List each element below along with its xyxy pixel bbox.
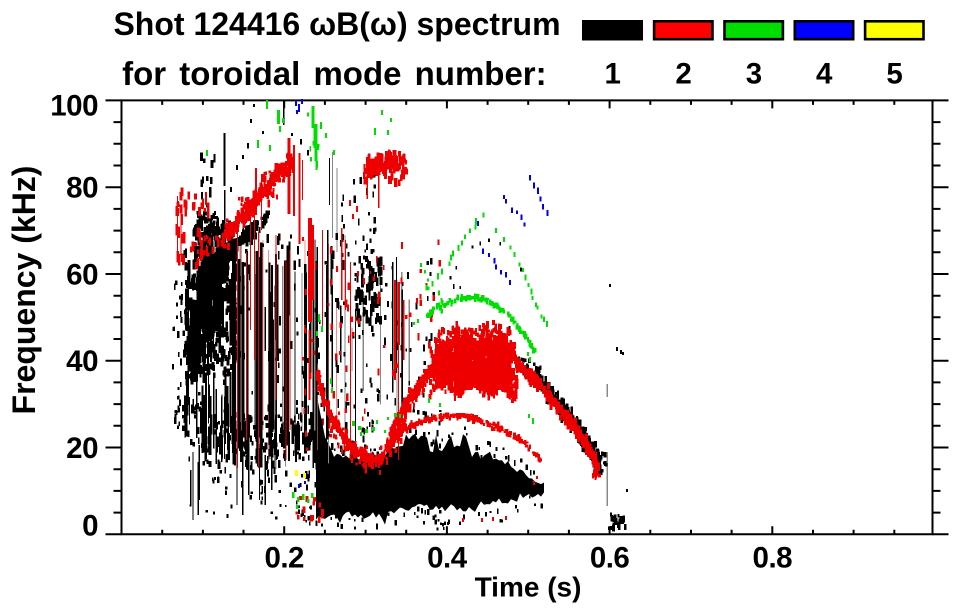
svg-text:0.8: 0.8: [753, 542, 793, 575]
svg-text:5: 5: [886, 58, 902, 91]
svg-text:3: 3: [746, 58, 762, 91]
svg-text:1: 1: [605, 58, 621, 91]
svg-text:80: 80: [66, 172, 98, 205]
svg-text:0.6: 0.6: [590, 542, 630, 575]
svg-text:for toroidal mode number:: for toroidal mode number:: [122, 55, 547, 92]
svg-text:Shot 124416 ωB(ω) spectrum: Shot 124416 ωB(ω) spectrum: [113, 6, 560, 42]
svg-text:20: 20: [66, 432, 98, 465]
svg-text:100: 100: [50, 90, 98, 123]
svg-text:0.2: 0.2: [264, 542, 304, 575]
svg-text:Time (s): Time (s): [475, 572, 582, 603]
svg-text:60: 60: [66, 258, 98, 291]
svg-text:40: 40: [66, 345, 98, 378]
svg-text:Frequency (kHz): Frequency (kHz): [6, 166, 42, 415]
svg-text:2: 2: [675, 58, 691, 91]
svg-text:4: 4: [816, 58, 833, 91]
svg-text:0.4: 0.4: [427, 542, 468, 575]
svg-text:0: 0: [82, 509, 98, 542]
